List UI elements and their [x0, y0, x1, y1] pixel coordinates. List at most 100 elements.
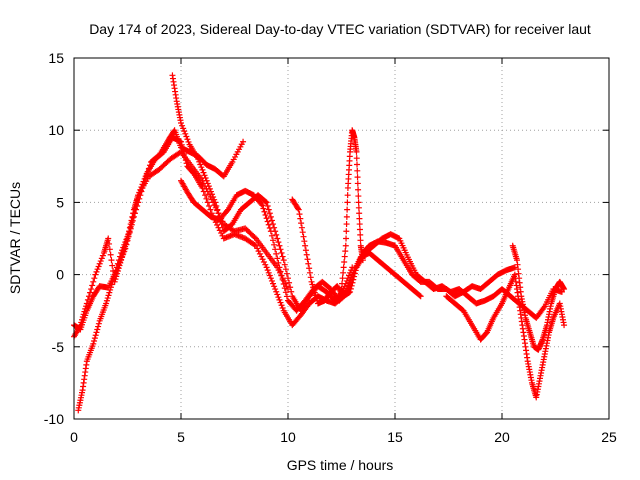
data-point	[258, 201, 265, 208]
data-point	[266, 225, 273, 232]
data-point	[298, 220, 305, 227]
data-point	[92, 271, 99, 278]
data-point	[283, 270, 290, 277]
data-point	[210, 193, 217, 200]
data-point	[84, 296, 91, 303]
data-point	[347, 285, 354, 292]
data-point	[274, 255, 281, 262]
data-point	[273, 250, 280, 257]
data-point	[306, 269, 313, 276]
data-point	[130, 210, 137, 217]
data-point	[305, 260, 312, 267]
data-point	[267, 213, 274, 220]
data-point	[282, 289, 289, 296]
data-point	[338, 286, 345, 293]
data-point	[203, 195, 210, 202]
data-point	[344, 192, 351, 199]
data-point	[351, 273, 358, 280]
data-point	[278, 302, 285, 309]
data-point	[203, 177, 210, 184]
data-point	[183, 133, 190, 140]
data-point	[350, 276, 357, 283]
data-point	[260, 258, 267, 265]
data-point	[96, 260, 103, 267]
data-point	[344, 199, 351, 206]
data-point	[97, 258, 104, 265]
data-point	[340, 264, 347, 271]
data-point	[355, 193, 362, 200]
data-point	[276, 264, 283, 271]
data-point	[200, 169, 207, 176]
data-point	[94, 326, 101, 333]
data-point	[287, 284, 294, 291]
data-point	[178, 138, 184, 145]
data-point	[341, 258, 348, 265]
data-point	[181, 128, 188, 135]
data-point	[240, 138, 247, 145]
data-point	[252, 242, 259, 249]
data-point	[274, 291, 281, 298]
data-point	[112, 276, 119, 283]
y-tick-label: -10	[44, 411, 64, 427]
data-point	[308, 278, 315, 285]
x-tick-label: 5	[177, 429, 185, 445]
data-point	[198, 164, 205, 171]
data-point	[342, 248, 349, 255]
data-point	[262, 198, 269, 205]
data-point	[267, 275, 274, 282]
data-point	[197, 161, 204, 168]
data-point	[278, 249, 285, 256]
data-point	[262, 261, 269, 268]
data-point	[279, 253, 286, 260]
data-point	[105, 235, 112, 242]
data-point	[202, 175, 209, 182]
data-point	[99, 252, 106, 259]
data-point	[353, 148, 360, 155]
data-point	[283, 293, 290, 300]
data-point	[298, 224, 305, 231]
data-point	[356, 221, 363, 228]
data-point	[256, 250, 263, 257]
data-point	[271, 241, 278, 248]
data-point	[107, 251, 114, 258]
data-point	[95, 320, 102, 327]
data-point	[118, 254, 125, 261]
tick-labels: 0 5 10 15 20 25 -10 -5 0 5 10 15	[44, 50, 617, 445]
data-point	[275, 239, 282, 246]
data-point	[116, 262, 123, 269]
data-point	[272, 286, 279, 293]
axis-ticks	[73, 57, 610, 420]
data-point	[214, 206, 221, 213]
data-point	[207, 206, 214, 213]
data-point	[95, 323, 102, 330]
data-point	[341, 283, 348, 290]
data-series	[71, 72, 568, 414]
data-point	[311, 289, 318, 296]
data-point	[262, 212, 269, 219]
data-point	[355, 199, 362, 206]
data-point	[85, 293, 92, 300]
data-point	[354, 161, 361, 168]
data-point	[92, 332, 99, 339]
data-point	[129, 213, 136, 220]
data-point	[204, 180, 211, 187]
data-point	[105, 292, 112, 299]
data-point	[266, 210, 273, 217]
data-point	[312, 292, 319, 299]
data-point	[268, 217, 275, 224]
data-point	[272, 246, 279, 253]
data-point	[339, 275, 346, 282]
data-point	[77, 322, 84, 329]
data-point	[416, 292, 423, 299]
data-point	[351, 270, 358, 277]
data-point	[343, 221, 350, 228]
series-track-6	[289, 196, 518, 307]
data-point	[348, 282, 355, 289]
data-point	[82, 305, 89, 312]
data-point	[127, 221, 134, 228]
data-point	[83, 300, 90, 307]
data-point	[277, 246, 284, 253]
series-track-8	[443, 271, 568, 401]
data-point	[307, 274, 314, 281]
data-point	[313, 295, 320, 302]
